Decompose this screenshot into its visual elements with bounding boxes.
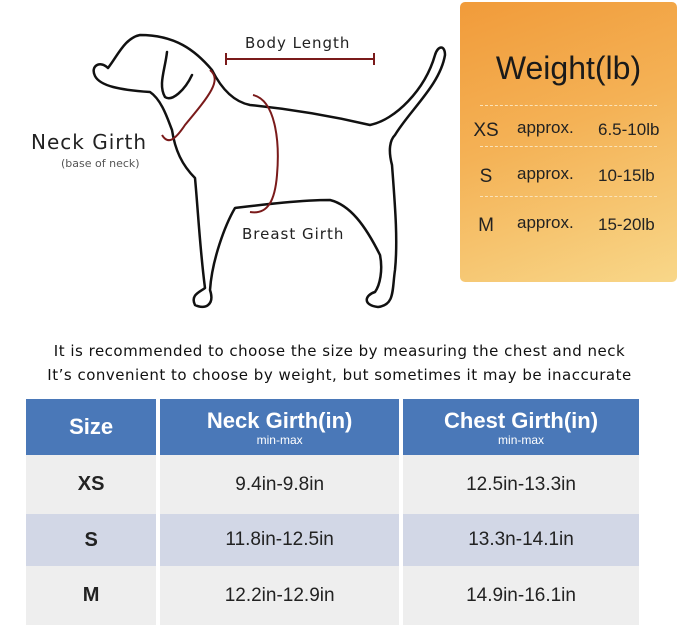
header-sub: min-max bbox=[498, 432, 545, 447]
header-size: Size bbox=[26, 399, 157, 455]
table-header-row: Size Neck Girth(in) min-max Chest Girth(i… bbox=[26, 399, 639, 455]
breast-girth-label: Breast Girth bbox=[242, 225, 345, 243]
breast-girth-measure-line bbox=[249, 94, 279, 214]
neck-girth-cell: 11.8in-12.5in bbox=[160, 514, 400, 566]
table-row: XS 9.4in-9.8in 12.5in-13.3in bbox=[26, 455, 639, 514]
size-cell: S bbox=[26, 514, 157, 566]
weight-approx: approx. bbox=[517, 118, 574, 137]
neck-girth-cell: 9.4in-9.8in bbox=[160, 455, 400, 514]
weight-title: Weight(lb) bbox=[495, 50, 642, 86]
dog-outline bbox=[92, 33, 447, 309]
body-length-label: Body Length bbox=[245, 34, 351, 52]
neck-girth-cell: 12.2in-12.9in bbox=[160, 566, 400, 625]
neck-girth-measure-line bbox=[161, 69, 216, 142]
chest-girth-cell: 13.3n-14.1in bbox=[403, 514, 639, 566]
weight-range: 10-15lb bbox=[598, 166, 655, 185]
chest-girth-cell: 14.9in-16.1in bbox=[403, 566, 639, 625]
header-label: Neck Girth(in) bbox=[206, 407, 353, 433]
header-sub: min-max bbox=[256, 432, 303, 447]
dog-ear bbox=[160, 50, 194, 100]
weight-size: S bbox=[479, 166, 493, 187]
divider bbox=[480, 146, 657, 147]
neck-girth-note: (base of neck) bbox=[61, 157, 140, 170]
neck-girth-label: Neck Girth bbox=[31, 130, 147, 154]
chest-girth-cell: 12.5in-13.3in bbox=[403, 455, 639, 514]
table-row: M 12.2in-12.9in 14.9in-16.1in bbox=[26, 566, 639, 625]
divider bbox=[480, 105, 657, 106]
weight-row: M approx. 15-20lb bbox=[460, 213, 677, 255]
weight-range: 15-20lb bbox=[598, 215, 655, 234]
header-chest-girth: Chest Girth(in) min-max bbox=[403, 399, 639, 455]
weight-size: XS bbox=[473, 120, 499, 141]
weight-row: XS approx. 6.5-10lb bbox=[460, 118, 677, 160]
header-label: Chest Girth(in) bbox=[444, 407, 599, 433]
recommendation-note: It is recommended to choose the size by … bbox=[53, 342, 626, 360]
header-label: Size bbox=[69, 414, 114, 439]
weight-approx: approx. bbox=[517, 213, 574, 232]
dog-silhouette bbox=[92, 33, 447, 309]
weight-accuracy-note: It’s convenient to choose by weight, but… bbox=[47, 366, 632, 384]
divider bbox=[480, 196, 657, 197]
weight-approx: approx. bbox=[517, 164, 574, 183]
body-length-measure-line bbox=[225, 53, 375, 65]
size-table: Size Neck Girth(in) min-max Chest Girth(i… bbox=[22, 399, 643, 625]
weight-row: S approx. 10-15lb bbox=[460, 164, 677, 206]
weight-chart-panel: Weight(lb) XS approx. 6.5-10lb S approx.… bbox=[460, 2, 677, 282]
size-cell: M bbox=[26, 566, 157, 625]
weight-range: 6.5-10lb bbox=[598, 120, 660, 139]
size-cell: XS bbox=[26, 455, 157, 514]
weight-size: M bbox=[478, 215, 494, 236]
header-neck-girth: Neck Girth(in) min-max bbox=[160, 399, 400, 455]
table-row: S 11.8in-12.5in 13.3n-14.1in bbox=[26, 514, 639, 566]
